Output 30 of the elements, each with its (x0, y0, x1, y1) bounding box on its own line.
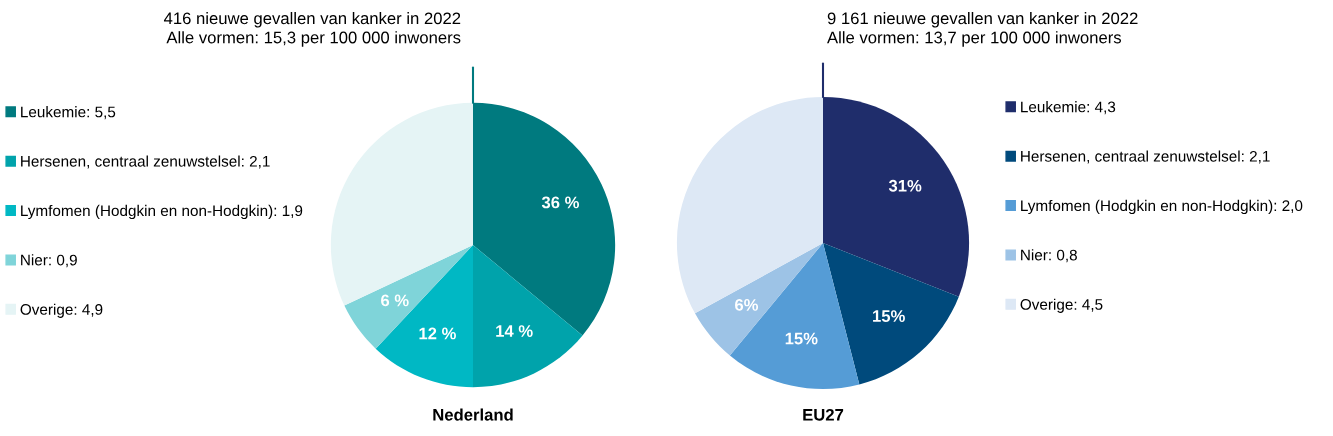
legend-label: Lymfomen (Hodgkin en non-Hodgkin): 2,0 (1021, 199, 1303, 215)
pie-slice (473, 245, 583, 388)
text: EU27 (803, 408, 844, 421)
data-label: 36 % (541, 196, 580, 209)
legend-label: Hersenen, centraal zenuwstelsel: 2,1 (21, 155, 270, 169)
legend-label: Overige: 4,5 (1020, 298, 1103, 313)
data-label: 15% (873, 310, 905, 322)
data-label: 12 % (419, 327, 456, 340)
data-label: 31% (888, 179, 922, 192)
data-label: 15% (785, 332, 818, 345)
pie-slice (676, 96, 823, 314)
data-label: 6 % (381, 294, 409, 307)
pie-slice (694, 243, 823, 356)
legend-label: Nier: 0,8 (1021, 249, 1077, 263)
data-label: 14 % (496, 325, 533, 337)
legend-label: Leukemie: 4,3 (1021, 101, 1116, 115)
pie-slice (344, 245, 473, 349)
text: 416 nieuwe gevallen van kanker in 2022 Alle vormen: 15,3 per 100 000 inwoners (163, 12, 461, 47)
pie-slice (729, 243, 860, 390)
pie-slice (330, 102, 473, 306)
text: 9 161 nieuwe gevallen van kanker in 2022 Alle vormen: 13,7 per 100 000 inwoners (827, 12, 1138, 47)
pie-slice (375, 245, 473, 388)
legend-label: Lymfomen (Hodgkin en non-Hodgkin): 1,9 (21, 204, 303, 220)
data-label: 6% (735, 298, 759, 311)
legend-label: Nier: 0,9 (21, 254, 77, 268)
pie-slice (823, 243, 959, 385)
legend-label: Overige: 4,9 (20, 303, 103, 318)
text: Nederland (433, 408, 513, 421)
legend-label: Hersenen, centraal zenuwstelsel: 2,1 (1021, 150, 1270, 164)
legend-label: Leukemie: 5,5 (21, 106, 116, 120)
